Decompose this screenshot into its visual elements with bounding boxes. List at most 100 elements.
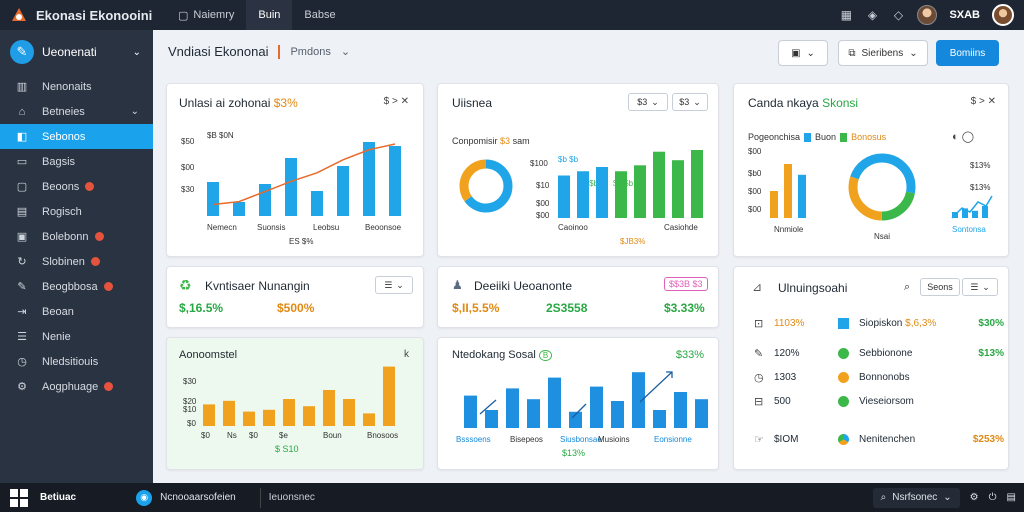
bar [464, 395, 477, 428]
donut-value: $3 [500, 136, 511, 146]
donut-slice [848, 153, 916, 221]
sidebar-item-beoan[interactable]: ⇥ Beoan [0, 299, 153, 324]
collapse-icon[interactable]: k [404, 349, 409, 360]
notification-badge [94, 232, 104, 241]
x-tick: Nnmiole [774, 225, 804, 234]
sidebar-item-label: Bagsis [42, 155, 76, 168]
windows-start-icon[interactable] [10, 488, 28, 507]
tab-babse[interactable]: Babse [292, 0, 347, 30]
filter-icon: ⧉ [848, 47, 856, 59]
bar [207, 182, 219, 216]
sidebar-item-rogisch[interactable]: ▤ Rogisch [0, 199, 153, 224]
sidebar-item-nenonaits[interactable]: ▥ Nenonaits [0, 74, 153, 99]
bar [383, 366, 395, 426]
close-icon[interactable]: ✕ [400, 96, 409, 107]
chat-icon[interactable]: ▤ [1006, 492, 1016, 503]
y-tick: $20 [183, 397, 197, 406]
list-item[interactable]: ⊡ 1103% Siopiskon $,6,3% $30% [754, 315, 1004, 331]
card-title: Ulnuingsoahi [778, 281, 848, 295]
sidebar-item-aogphuage[interactable]: ⚙ Aogphuage [0, 374, 153, 399]
y-tick: $00 [748, 147, 762, 156]
sidebar-item-beogbbosa[interactable]: ✎ Beogbbosa [0, 274, 153, 299]
donut-slice [459, 159, 513, 213]
taskbar-search[interactable]: Ieuonsnec [259, 487, 873, 508]
row-marker [838, 347, 849, 359]
list-options[interactable]: ☰ ⌄ [962, 278, 998, 296]
chart-icon: ⊡ [754, 317, 764, 330]
sidebar-item-slobinen[interactable]: ↻ Slobinen [0, 249, 153, 274]
list-footer[interactable]: ☞ $IOM Nenitenchen $253% [754, 431, 1004, 447]
chevron-down-icon: ⌄ [806, 47, 815, 59]
list-item[interactable]: ⊟ 500 Vieseiorsom [754, 393, 1004, 409]
bar [223, 400, 235, 426]
search-box[interactable]: ⌕ Nsrfsonec ⌄ [872, 487, 960, 508]
chevron-down-icon: ⌄ [340, 46, 351, 58]
bar [233, 202, 245, 216]
toggle-icon[interactable]: ◐ ◯ [952, 131, 975, 143]
primary-action-button[interactable]: Bomiins [936, 40, 999, 66]
card-controls[interactable]: $ > ✕ [971, 96, 996, 107]
list-select[interactable]: Seons [920, 278, 960, 296]
sidebar-item-betneies[interactable]: ⌂ Betneies ⌄ [0, 99, 153, 124]
search-icon[interactable]: ⌕ [904, 281, 911, 293]
y-tick: $00 [748, 205, 762, 214]
card-title-text: Unlasi ai zohonai [179, 96, 271, 110]
sidebar-item-beoons[interactable]: ▢ Beoons [0, 174, 153, 199]
power-icon[interactable]: ⏻ [988, 492, 997, 503]
bar [263, 409, 275, 426]
taskbar-app[interactable]: ◉ Ncnooaarsofeien [136, 489, 236, 506]
bar [548, 377, 561, 428]
menu-icon: ☰ [384, 279, 393, 290]
range-select[interactable]: $3 ⌄ [672, 93, 708, 111]
list-item[interactable]: ◷ 1303 Bonnonobs [754, 369, 1004, 385]
kpi-value-secondary: 2S3558 [546, 301, 588, 315]
grid-icon[interactable]: ▦ [840, 8, 853, 22]
pen-icon: ✎ [754, 347, 764, 360]
chevron-down-icon: ⌄ [132, 46, 141, 58]
chart-svg: Bsssoens Bisepeos Siusbonsae Musioins Eo… [456, 371, 708, 458]
x-tick: Nsai [874, 232, 890, 241]
sidebar-item-label: Beoons [42, 180, 80, 193]
side-label: $13% [970, 183, 990, 192]
tab-naiemry[interactable]: ▢ Naiemry [166, 0, 246, 30]
sidebar-item-label: Beoan [42, 305, 74, 318]
layers-icon: ◧ [16, 131, 28, 143]
bell-icon[interactable]: ◈ [867, 8, 878, 22]
period-select[interactable]: $3 ⌄ [628, 93, 668, 111]
tab-buin[interactable]: Buin [246, 0, 293, 30]
row-name: Sebbionone [859, 347, 913, 359]
sidebar-item-bolebonn[interactable]: ▣ Bolebonn [0, 224, 153, 249]
sidebar-item-bagsis[interactable]: ▭ Bagsis [0, 149, 153, 174]
view-select-button[interactable]: ▣ ⌄ [778, 40, 828, 66]
profile-avatar[interactable] [992, 4, 1014, 26]
card-ctrl-text: $ > [383, 96, 398, 107]
card-title: Canda nkaya Skonsi [748, 96, 858, 110]
chat-icon[interactable]: ◇ [893, 8, 904, 22]
sidebar-header[interactable]: ✎ Ueonenati ⌄ [0, 30, 153, 74]
row-name: Nenitenchen [859, 433, 916, 445]
close-icon[interactable]: ✕ [987, 96, 996, 107]
settings-icon[interactable]: ⚙ [969, 492, 979, 503]
donut-caption: Conpomisir $3 sam [452, 136, 530, 146]
card-controls[interactable]: $ > ✕ [384, 96, 409, 107]
bar [590, 386, 603, 428]
trend-arrows [479, 371, 673, 419]
bar [653, 151, 665, 218]
kpi-select[interactable]: ☰ ⌄ [375, 276, 413, 294]
menu-icon: ☰ [970, 281, 979, 292]
avatar[interactable] [917, 5, 938, 25]
filter-button[interactable]: ⧉ Sieribens ⌄ [838, 40, 928, 66]
taskbar: Betiuac ◉ Ncnooaarsofeien Ieuonsnec ⌕ Nsr… [0, 483, 1024, 512]
sidebar-item-sebonos[interactable]: ◧ Sebonos [0, 124, 153, 149]
kpi-value: $,16.5% [179, 301, 224, 315]
list-item[interactable]: ✎ 120% Sebbionone $13% [754, 345, 1004, 361]
page-subtitle[interactable]: Pmdons [290, 45, 331, 58]
row-value: 1303 [774, 371, 797, 383]
bar [243, 411, 255, 426]
pen-icon: ✎ [17, 281, 27, 293]
bar [596, 167, 608, 218]
bar [337, 166, 349, 216]
sidebar-item-nledsitiouis[interactable]: ◷ Nledsitiouis [0, 349, 153, 374]
sidebar-item-nenie[interactable]: ☰ Nenie [0, 324, 153, 349]
card-title-highlight: Skonsi [822, 96, 859, 110]
